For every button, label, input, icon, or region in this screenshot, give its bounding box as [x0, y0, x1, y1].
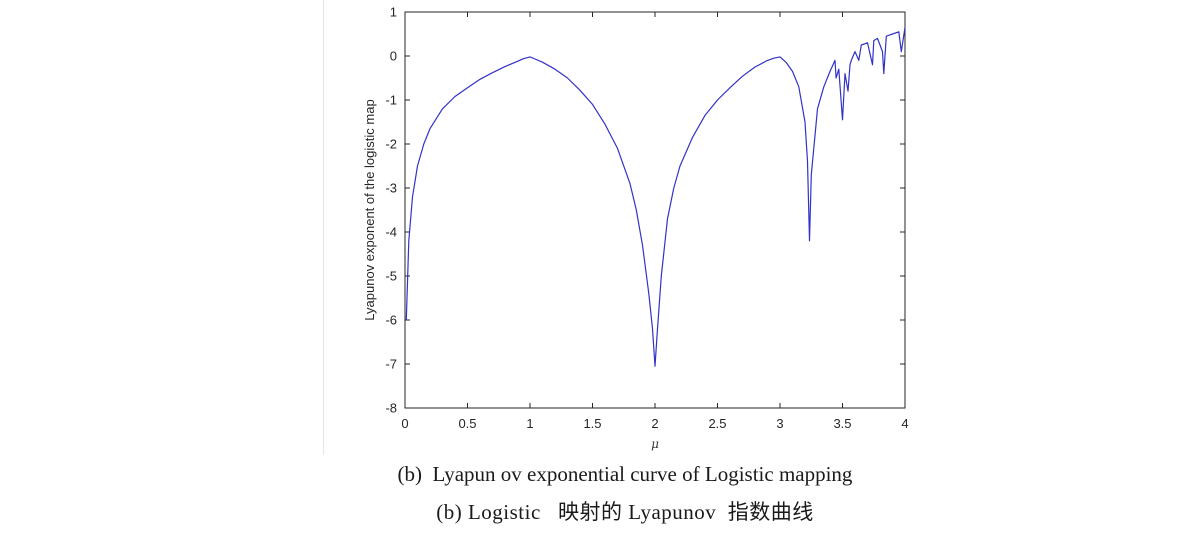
y-tick-label: -4 — [385, 225, 397, 240]
x-axis-label: μ — [651, 437, 659, 451]
y-tick-label: -2 — [385, 137, 397, 152]
y-tick-label: -3 — [385, 181, 397, 196]
y-tick-label: -7 — [385, 357, 397, 372]
y-tick-label: -8 — [385, 401, 397, 416]
x-tick-label: 1.5 — [583, 416, 601, 431]
y-axis-ticks: 1 0 -1 -2 -3 -4 -5 -6 -7 -8 — [385, 5, 905, 416]
lyapunov-curve — [405, 27, 906, 367]
y-axis-label: Lyapunov exponent of the logistic map — [362, 99, 377, 320]
x-tick-label: 4 — [901, 416, 908, 431]
x-tick-label: 3 — [776, 416, 783, 431]
x-tick-label: 0.5 — [458, 416, 476, 431]
column-divider — [323, 0, 324, 455]
y-tick-label: -5 — [385, 269, 397, 284]
x-tick-label: 3.5 — [833, 416, 851, 431]
y-tick-label: -1 — [385, 93, 397, 108]
caption-english: (b) Lyapun ov exponential curve of Logis… — [397, 462, 853, 486]
x-tick-label: 0 — [401, 416, 408, 431]
x-tick-label: 2.5 — [708, 416, 726, 431]
x-axis-ticks: 0 0.5 1 1.5 2 2.5 3 3.5 4 — [401, 12, 909, 431]
y-tick-label: 1 — [390, 5, 397, 20]
lyapunov-chart: 0 0.5 1 1.5 2 2.5 3 3.5 4 1 0 -1 -2 -3 -4 -5 -6 -7 -8 μ L… — [362, 5, 909, 452]
x-tick-label: 1 — [526, 416, 533, 431]
y-tick-label: -6 — [385, 313, 397, 328]
y-tick-label: 0 — [390, 49, 397, 64]
caption-chinese: (b) Logistic 映射的 Lyapunov 指数曲线 — [436, 500, 814, 524]
plot-area — [404, 11, 906, 409]
x-tick-label: 2 — [651, 416, 658, 431]
